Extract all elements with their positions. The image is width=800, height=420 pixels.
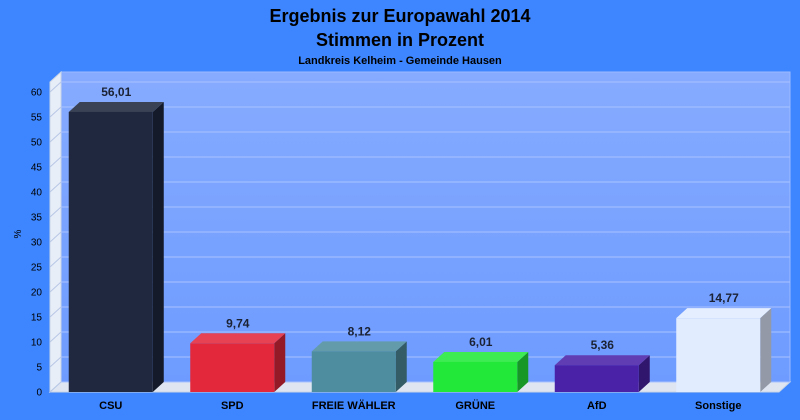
bar-side	[395, 341, 407, 392]
y-tick-label: 25	[31, 263, 43, 274]
bar-csu	[68, 101, 164, 392]
value-label: 5,36	[591, 338, 615, 352]
grid-line-depth	[49, 281, 62, 293]
bar-top	[676, 308, 772, 319]
grid-line-depth	[49, 381, 62, 393]
grid-line-depth	[49, 106, 62, 118]
x-tick-label: CSU	[99, 400, 122, 412]
bar-top	[68, 101, 164, 112]
chart-title-line2: Stimmen in Prozent	[316, 30, 484, 50]
y-tick-label: 20	[31, 288, 43, 299]
grid-line-depth	[49, 306, 62, 318]
bar-side	[760, 308, 772, 392]
plot-left-wall	[49, 70, 62, 394]
y-axis: 0 5 10 15 20 25 30 35 40 45 50 55 60	[31, 88, 43, 399]
bar-top	[311, 341, 407, 352]
y-tick-label: 55	[31, 113, 43, 124]
x-tick-label: FREIE WÄHLER	[312, 399, 396, 412]
y-tick-label: 5	[36, 363, 42, 374]
bar-side	[152, 101, 164, 392]
value-label: 6,01	[469, 335, 493, 349]
y-tick-label: 30	[31, 238, 43, 249]
bar-afd	[554, 355, 650, 392]
y-tick-label: 50	[31, 138, 43, 149]
x-tick-label: GRÜNE	[455, 399, 495, 412]
value-label: 56,01	[101, 85, 131, 99]
value-label: 14,77	[709, 291, 739, 305]
value-label: 9,74	[226, 316, 250, 330]
bar-top	[190, 333, 286, 344]
grid-line-depth	[49, 206, 62, 218]
bar-front	[190, 343, 275, 392]
bar-front	[554, 365, 639, 392]
x-tick-label: AfD	[587, 400, 607, 412]
grid-lines	[49, 81, 790, 393]
bar-side	[517, 351, 529, 392]
grid-line-depth	[49, 231, 62, 243]
grid-line-depth	[49, 256, 62, 268]
grid-line-depth	[49, 181, 62, 193]
grid-line-depth	[49, 81, 62, 93]
x-tick-label: SPD	[221, 400, 244, 412]
y-tick-label: 40	[31, 188, 43, 199]
chart-title: Ergebnis zur Europawahl 2014	[269, 6, 530, 26]
grid-line-depth	[49, 356, 62, 368]
y-tick-label: 10	[31, 338, 43, 349]
x-tick-label: Sonstige	[695, 400, 741, 412]
value-label: 8,12	[348, 324, 372, 338]
y-tick-label: 60	[31, 88, 43, 99]
grid-line-depth	[49, 131, 62, 143]
y-axis-label: %	[13, 229, 24, 238]
bar-top	[554, 355, 650, 366]
y-tick-label: 35	[31, 213, 43, 224]
y-tick-label: 15	[31, 313, 43, 324]
bar-front	[68, 111, 153, 392]
bar-side	[638, 355, 650, 392]
chart-subtitle: Landkreis Kelheim - Gemeinde Hausen	[298, 55, 502, 67]
bar-spd	[190, 333, 286, 392]
bar-side	[274, 333, 286, 392]
bar-front	[433, 361, 518, 392]
bar-gr-ne	[433, 351, 529, 392]
grid-line-depth	[49, 156, 62, 168]
y-tick-label: 45	[31, 163, 43, 174]
value-labels: 56,01 9,74 8,12 6,01 5,36 14,77	[101, 85, 739, 352]
x-axis: CSU SPD FREIE WÄHLER GRÜNE AfD Sonstige	[99, 399, 741, 412]
bars	[68, 101, 772, 392]
bar-front	[676, 318, 761, 392]
grid-line-depth	[49, 331, 62, 343]
bar-front	[311, 351, 396, 392]
bar-sonstige	[676, 308, 772, 392]
y-tick-label: 0	[36, 388, 42, 399]
bar-freie-w-hler	[311, 341, 407, 392]
bar-top	[433, 351, 529, 362]
